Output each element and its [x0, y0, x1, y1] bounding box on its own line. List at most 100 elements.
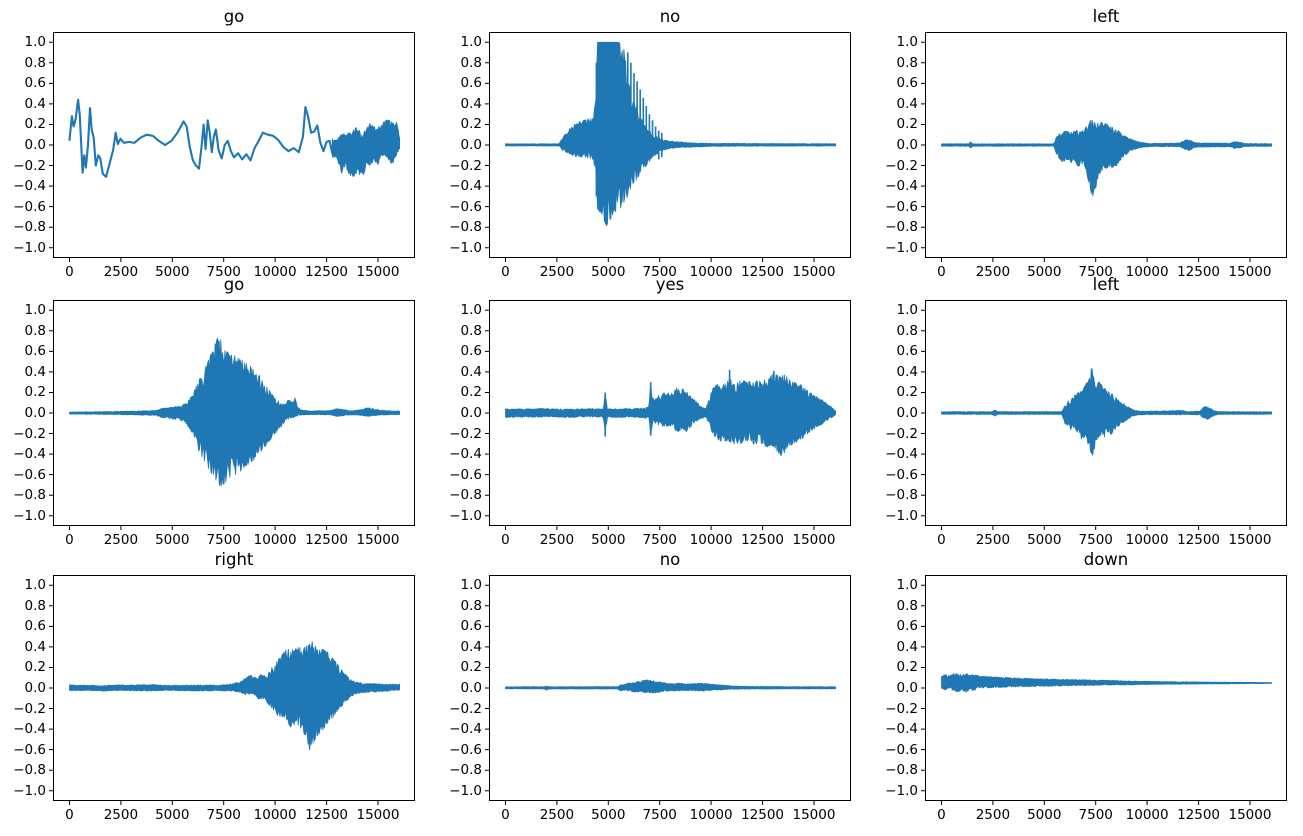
x-tick-marks [69, 526, 379, 530]
y-tick-label: −0.6 [449, 466, 482, 483]
subplot-title: no [659, 7, 681, 26]
y-tick-label: 0.2 [460, 116, 482, 133]
axes-border [53, 32, 415, 258]
y-tick-label: −1.0 [885, 782, 918, 799]
x-tick-label: 10000 [1125, 264, 1169, 280]
y-tick-label: 0.0 [24, 405, 46, 421]
y-tick-label: −0.2 [885, 700, 918, 717]
x-tick-label: 5000 [591, 807, 626, 823]
y-tick-label: 0.0 [460, 405, 482, 421]
x-tick-marks [505, 258, 815, 262]
x-tick-label: 15000 [1228, 532, 1272, 548]
y-tick-label: 0.4 [24, 95, 46, 112]
y-tick-label: 1.0 [460, 302, 482, 319]
x-tick-marks [505, 801, 815, 805]
x-tick-label: 12500 [741, 807, 785, 823]
y-tick-label: 0.8 [460, 54, 482, 71]
x-tick-label: 10000 [689, 532, 733, 548]
axes-border [489, 32, 851, 258]
y-tick-label: 1.0 [24, 302, 46, 319]
x-tick-label: 10000 [689, 264, 733, 280]
y-tick-label: 1.0 [460, 577, 482, 594]
y-tick-marks [485, 309, 489, 517]
axes-border [925, 32, 1287, 258]
y-tick-marks [921, 584, 925, 792]
x-tick-label: 12500 [1177, 532, 1221, 548]
y-tick-label: −0.6 [13, 466, 46, 483]
x-tick-label: 10000 [1125, 807, 1169, 823]
waveform-plot [485, 575, 851, 805]
x-tick-label: 2500 [539, 807, 575, 823]
y-tick-marks [485, 584, 489, 792]
y-tick-label: −0.8 [885, 219, 918, 236]
x-tick-label: 0 [501, 532, 510, 548]
x-tick-label: 15000 [1228, 807, 1272, 823]
x-tick-marks [505, 526, 815, 530]
subplot-title: left [1092, 275, 1120, 294]
axes-border [925, 575, 1287, 801]
x-tick-label: 12500 [305, 807, 349, 823]
y-tick-label: 0.6 [24, 618, 46, 635]
y-tick-label: −0.8 [449, 487, 482, 504]
y-tick-label: −1.0 [13, 782, 46, 799]
waveform-band [505, 679, 836, 694]
x-tick-label: 2500 [975, 807, 1011, 823]
waveform-plot [485, 300, 851, 530]
subplot-5-yes: yes 0 2500 5000 7500 10000 12500 15000 −1.0 −0.8 −… [439, 274, 857, 548]
x-tick-label: 5000 [155, 807, 190, 823]
x-tick-marks [941, 526, 1251, 530]
y-tick-label: 0.8 [24, 54, 46, 71]
waveform-band [941, 119, 1272, 197]
y-tick-label: −0.4 [885, 178, 918, 195]
y-tick-label: 0.0 [896, 137, 918, 153]
y-tick-label: −0.4 [449, 721, 482, 738]
subplot-6-left: left 0 2500 5000 7500 10000 12500 15000 −1.0 −0.8… [875, 274, 1293, 548]
y-tick-label: −0.4 [885, 446, 918, 463]
y-tick-label: 0.4 [896, 363, 918, 380]
axes-border [53, 575, 415, 801]
y-tick-label: −0.2 [885, 425, 918, 442]
x-tick-label: 7500 [1078, 532, 1113, 548]
y-tick-label: 0.2 [24, 116, 46, 133]
y-tick-label: −0.4 [449, 178, 482, 195]
x-tick-marks [69, 258, 379, 262]
y-tick-label: −0.2 [449, 157, 482, 174]
subplot-8-no: no 0 2500 5000 7500 10000 12500 15000 −1.0 −0.8 −0… [439, 549, 857, 823]
y-tick-label: −0.8 [13, 762, 46, 779]
y-tick-label: 0.4 [24, 638, 46, 655]
y-tick-label: −0.8 [13, 487, 46, 504]
x-tick-label: 5000 [591, 532, 626, 548]
x-tick-label: 2500 [539, 532, 575, 548]
y-tick-label: −1.0 [449, 507, 482, 524]
waveform-spikes [595, 52, 663, 197]
x-tick-label: 0 [65, 264, 74, 280]
x-tick-marks [941, 258, 1251, 262]
x-tick-label: 5000 [1027, 532, 1062, 548]
y-tick-marks [485, 41, 489, 249]
subplot-title: down [1083, 550, 1129, 569]
waveform-plot [49, 575, 415, 805]
y-tick-label: 1.0 [896, 34, 918, 51]
y-tick-label: −0.8 [449, 762, 482, 779]
y-tick-label: −0.8 [13, 219, 46, 236]
y-tick-label: 0.8 [460, 597, 482, 614]
y-tick-marks [49, 584, 53, 792]
y-tick-label: −0.4 [449, 446, 482, 463]
x-tick-label: 5000 [591, 264, 626, 280]
axes-border [489, 300, 851, 526]
subplot-4-go: go 0 2500 5000 7500 10000 12500 15000 −1.0 −0.8 −0… [3, 274, 421, 548]
x-tick-label: 7500 [1078, 264, 1113, 280]
y-tick-label: −1.0 [13, 507, 46, 524]
y-tick-label: 0.6 [896, 343, 918, 360]
x-tick-label: 0 [937, 264, 946, 280]
waveform-band [331, 119, 400, 177]
y-tick-label: −0.4 [13, 721, 46, 738]
y-tick-label: 0.4 [896, 95, 918, 112]
y-tick-label: 0.2 [896, 384, 918, 401]
x-tick-label: 15000 [356, 532, 400, 548]
y-tick-label: 0.6 [460, 343, 482, 360]
y-tick-label: 0.2 [460, 659, 482, 676]
y-tick-marks [921, 41, 925, 249]
x-tick-label: 2500 [103, 807, 139, 823]
